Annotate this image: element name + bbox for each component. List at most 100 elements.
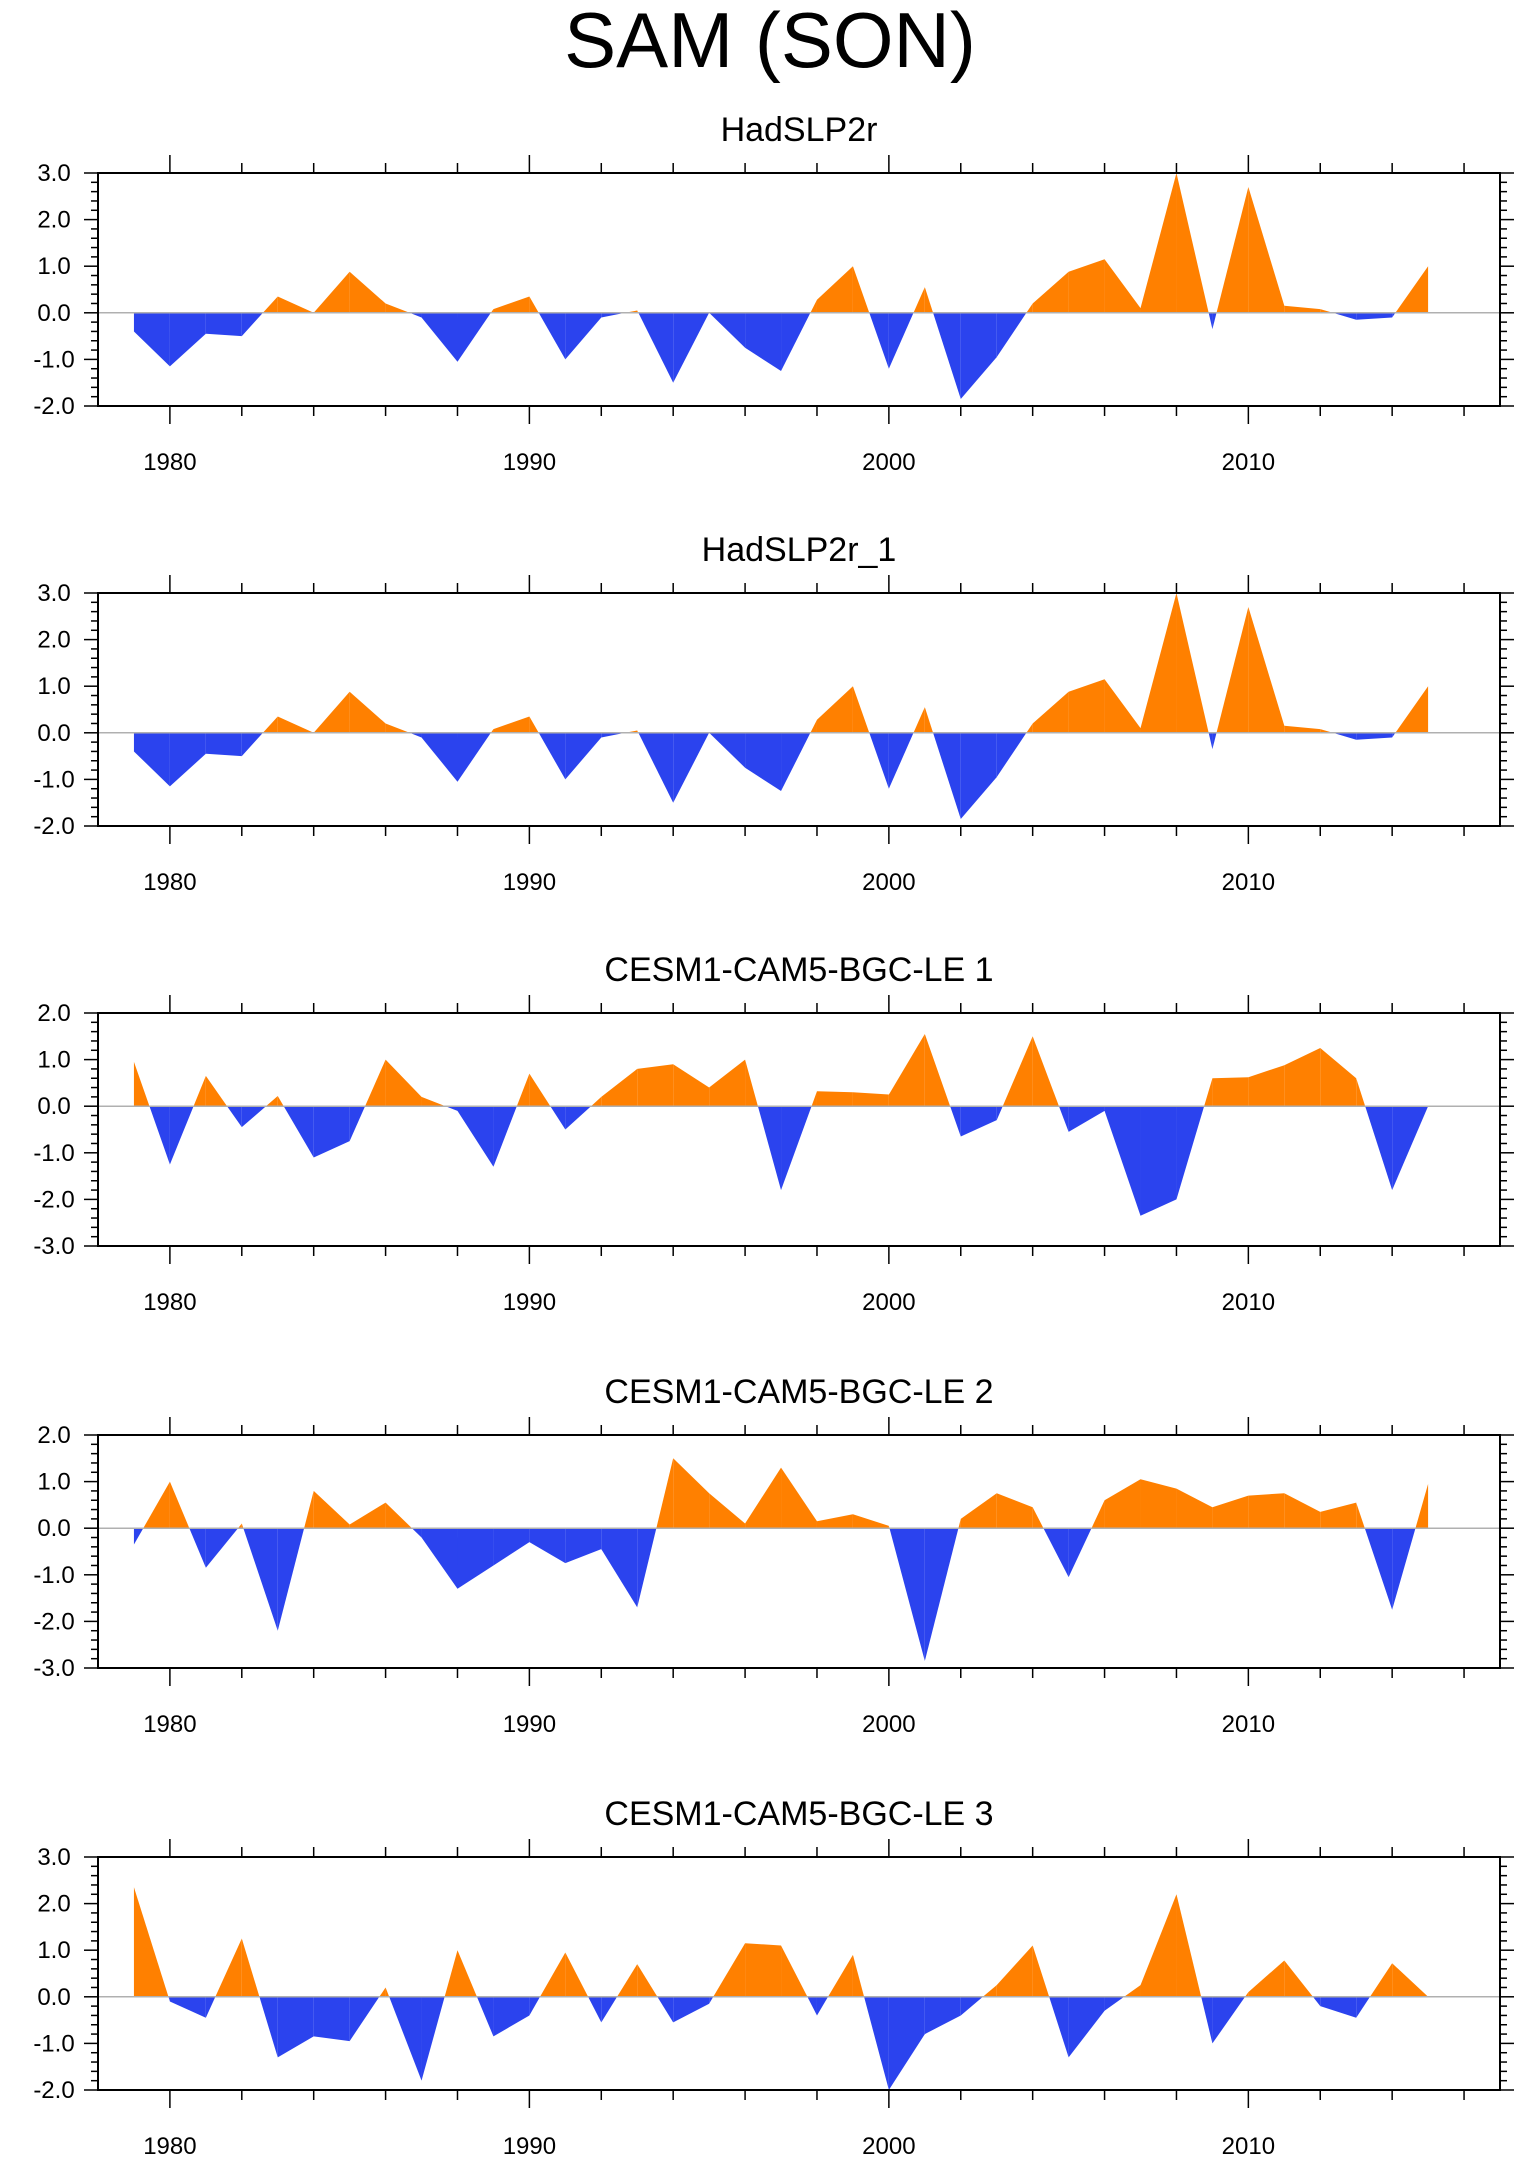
negative-area [1212, 312, 1217, 330]
positive-area [1216, 186, 1249, 313]
negative-area [601, 1996, 618, 2023]
negative-area [781, 1106, 812, 1191]
negative-area [960, 312, 997, 400]
positive-area [888, 1033, 925, 1107]
positive-area [313, 271, 350, 313]
positive-area [133, 1061, 150, 1107]
negative-area [1104, 1996, 1125, 2011]
negative-area [411, 1528, 422, 1538]
negative-area [601, 1528, 638, 1608]
positive-area [1068, 259, 1105, 313]
x-tick-label: 2010 [1222, 869, 1275, 896]
positive-area [1370, 1963, 1393, 1997]
positive-area [1032, 1036, 1059, 1107]
positive-area [1320, 309, 1333, 313]
positive-area [490, 309, 494, 313]
negative-area [529, 1996, 541, 2016]
chart-panel-5: CESM1-CAM5-BGC-LE 3 3.0 2.0 1.0 0.0 -1.0 -2.0 1… [33, 1795, 1514, 2160]
negative-area [457, 312, 491, 362]
negative-area [709, 732, 746, 768]
negative-area [313, 1106, 350, 1158]
positive-area [1284, 305, 1321, 313]
positive-area [1140, 1479, 1177, 1529]
negative-area [1392, 1528, 1416, 1610]
negative-area [745, 312, 782, 372]
positive-area [1415, 1483, 1429, 1529]
negative-area [781, 732, 811, 792]
negative-area [259, 1996, 278, 2058]
x-tick-label: 2000 [862, 2133, 915, 2160]
positive-area [816, 1091, 853, 1107]
positive-area [215, 1938, 242, 1997]
chart-panel-2: HadSLP2r_1 3.0 2.0 1.0 0.0 -1.0 -2.0 1980 1990 20… [33, 531, 1514, 896]
positive-area [1320, 729, 1333, 733]
x-tick-label: 1990 [503, 449, 556, 476]
positive-area [349, 271, 386, 313]
negative-area [673, 1996, 710, 2023]
x-tick-label: 1980 [143, 449, 196, 476]
panel-title: HadSLP2r [721, 111, 878, 149]
negative-area [409, 312, 422, 318]
negative-area [133, 312, 170, 367]
x-tick-label: 2010 [1222, 449, 1275, 476]
x-tick-label: 1980 [143, 2133, 196, 2160]
positive-area [811, 1091, 817, 1107]
positive-area [816, 686, 853, 733]
negative-area [457, 1106, 494, 1167]
positive-area [385, 1987, 390, 1997]
positive-area [1284, 1493, 1321, 1529]
x-tick-label: 2010 [1222, 1711, 1275, 1738]
negative-area [924, 1528, 959, 1662]
plot-frame [97, 1434, 1501, 1669]
negative-area [1212, 1996, 1246, 2044]
positive-area [982, 1985, 997, 1997]
positive-area [238, 1523, 242, 1529]
positive-area [565, 1952, 589, 1997]
y-tick-label: 0.0 [37, 720, 70, 747]
negative-area [1068, 1996, 1105, 2058]
negative-area [950, 1106, 961, 1137]
negative-area [709, 1996, 714, 2004]
negative-area [1365, 1106, 1393, 1191]
negative-area [421, 732, 458, 782]
positive-area [745, 1467, 782, 1529]
y-tick-label: -1.0 [33, 346, 74, 373]
positive-area [996, 1945, 1033, 1997]
negative-area [169, 1996, 206, 2018]
negative-area [869, 732, 889, 789]
negative-area [888, 1996, 925, 2090]
positive-area [349, 691, 386, 733]
positive-area [960, 1493, 997, 1529]
y-tick-label: 0.0 [37, 1093, 70, 1120]
positive-area [262, 716, 278, 733]
negative-area [1392, 312, 1396, 318]
positive-area [365, 1059, 386, 1107]
negative-area [241, 732, 263, 757]
y-tick-label: 0.0 [37, 300, 70, 327]
positive-area [1176, 1894, 1202, 1997]
positive-area [852, 686, 870, 733]
negative-area [538, 732, 566, 780]
plot-frame [97, 1856, 1501, 2091]
negative-area [493, 1996, 530, 2037]
y-tick-label: 3.0 [37, 580, 70, 607]
x-tick-label: 2010 [1222, 2133, 1275, 2160]
negative-area [1392, 732, 1396, 738]
negative-area [757, 1106, 782, 1191]
panel-title: HadSLP2r_1 [702, 531, 897, 569]
positive-area [924, 287, 934, 313]
positive-area [913, 707, 925, 733]
positive-area [529, 716, 539, 733]
negative-area [349, 1106, 366, 1142]
y-tick-label: -3.0 [33, 1655, 74, 1682]
positive-area [1395, 686, 1429, 733]
negative-area [476, 1996, 494, 2037]
y-tick-label: 1.0 [37, 253, 70, 280]
negative-area [1208, 312, 1213, 330]
y-tick-label: 1.0 [37, 1047, 70, 1074]
positive-area [1248, 1065, 1285, 1107]
negative-area [673, 312, 710, 383]
x-tick-label: 1980 [143, 869, 196, 896]
positive-area [1032, 1507, 1044, 1529]
negative-area [888, 732, 914, 789]
